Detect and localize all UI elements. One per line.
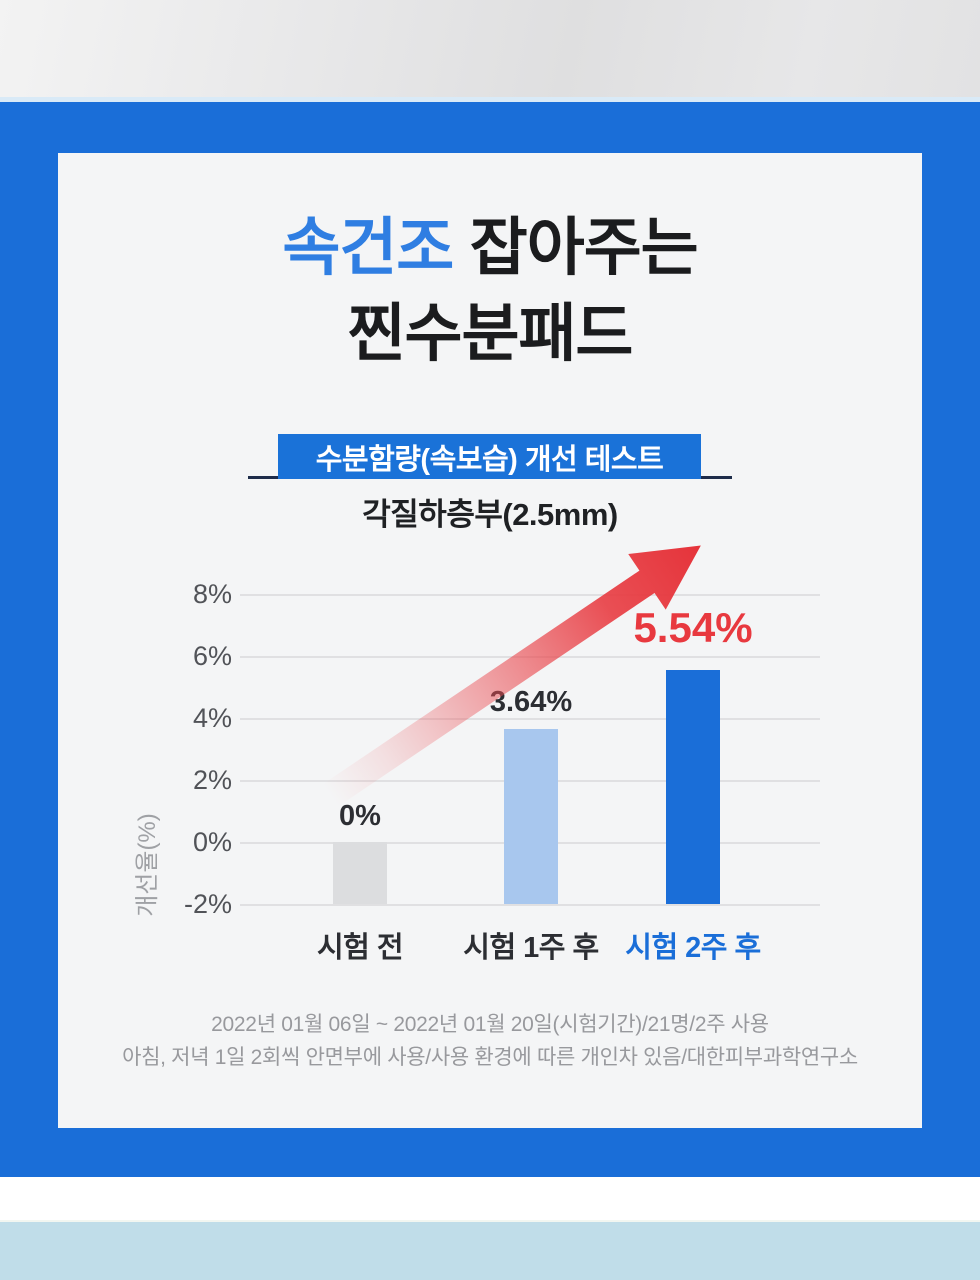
y-tick-label: 6%	[192, 641, 232, 671]
x-tick-label-before: 시험 전	[316, 932, 404, 964]
bar-after-1-week	[504, 729, 558, 904]
title-line-2: 찐수분패드	[347, 299, 634, 369]
bar-before-test	[333, 842, 387, 904]
bar-value-label-emphasized: 5.54%	[633, 604, 753, 651]
top-photo-edge	[0, 0, 980, 97]
bottom-white-band	[0, 1177, 980, 1220]
y-tick-label: -2%	[183, 889, 232, 919]
y-tick-label: 4%	[192, 703, 232, 733]
chart-subtitle: 각질하층부(2.5mm)	[362, 497, 618, 532]
test-conditions-footnote: 2022년 01월 06일 ~ 2022년 01월 20일(시험기간)/21명/…	[58, 1008, 922, 1074]
x-tick-label-week2: 시험 2주 후	[625, 932, 761, 964]
title-highlight: 속건조	[282, 213, 454, 283]
gridline-8pct	[240, 594, 820, 596]
content-card: 속건조 잡아주는 찐수분패드 수분함량(속보습) 개선 테스트 각질하층부(2.…	[58, 153, 922, 1128]
bottom-blue-band	[0, 1220, 980, 1280]
title-line-1: 속건조 잡아주는	[282, 213, 699, 283]
bar-value-label: 0%	[339, 800, 381, 832]
gridline-neg2pct	[240, 904, 820, 906]
y-tick-label: 0%	[192, 827, 232, 857]
y-tick-label: 8%	[192, 579, 232, 609]
title-rest: 잡아주는	[453, 213, 699, 283]
y-axis-title: 개선율(%)	[134, 813, 161, 917]
improvement-bar-chart: 8% 6% 4% 2% 0% -2% 개선율(%) 0% 3.64% 5.54%…	[58, 540, 922, 985]
y-tick-label: 2%	[192, 765, 232, 795]
test-title-badge-label: 수분함량(속보습) 개선 테스트	[315, 443, 664, 476]
footnote-line-1: 2022년 01월 06일 ~ 2022년 01월 20일(시험기간)/21명/…	[211, 1013, 769, 1036]
bar-value-label: 3.64%	[489, 686, 573, 718]
blue-frame: 속건조 잡아주는 찐수분패드 수분함량(속보습) 개선 테스트 각질하층부(2.…	[0, 102, 980, 1177]
gridline-6pct	[240, 656, 820, 658]
top-separator-line	[0, 97, 980, 102]
x-tick-label-week1: 시험 1주 후	[463, 932, 599, 964]
footnote-line-2: 아침, 저녁 1일 2회씩 안면부에 사용/사용 환경에 따른 개인차 있음/대…	[122, 1046, 858, 1069]
test-title-badge: 수분함량(속보습) 개선 테스트	[278, 434, 701, 479]
bar-after-2-weeks	[666, 670, 720, 904]
page-title: 속건조 잡아주는 찐수분패드	[58, 205, 922, 377]
